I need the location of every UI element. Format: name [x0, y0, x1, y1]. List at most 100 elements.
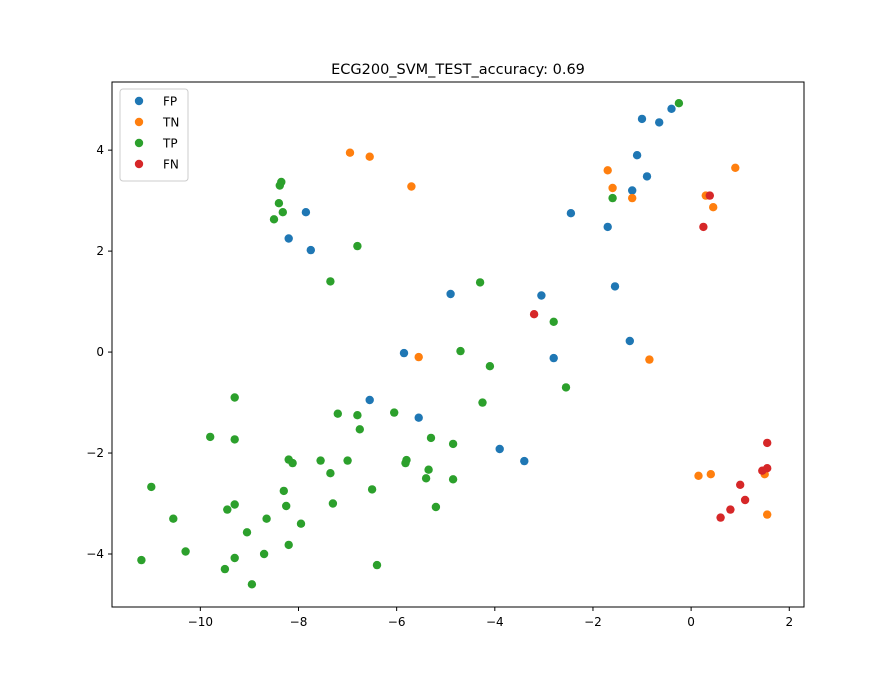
- data-point: [343, 456, 352, 465]
- data-point: [478, 398, 487, 407]
- data-point: [137, 555, 146, 565]
- data-point: [726, 505, 735, 514]
- x-tick-label: −6: [388, 615, 406, 629]
- data-point: [763, 510, 772, 519]
- data-point: [326, 277, 335, 286]
- data-point: [446, 289, 455, 299]
- plot-area-frame: [111, 81, 805, 608]
- series-fp: [284, 104, 676, 466]
- data-point: [549, 317, 558, 326]
- data-point: [485, 362, 495, 371]
- data-point: [549, 353, 558, 363]
- data-point: [230, 435, 239, 444]
- data-point: [326, 469, 335, 478]
- data-point: [230, 553, 239, 563]
- data-point: [282, 501, 291, 511]
- data-point: [306, 245, 315, 255]
- data-point: [279, 486, 288, 496]
- data-point: [448, 475, 458, 484]
- data-point: [456, 346, 465, 356]
- data-point: [367, 485, 377, 494]
- y-tick-label: 2: [96, 244, 104, 258]
- data-point: [275, 181, 284, 190]
- legend-marker: [134, 117, 144, 127]
- legend-label: FP: [163, 95, 177, 109]
- data-point: [537, 291, 546, 300]
- data-point: [262, 514, 271, 523]
- data-point: [426, 433, 436, 443]
- data-point: [628, 193, 637, 203]
- data-point: [736, 480, 745, 489]
- data-point: [353, 241, 362, 251]
- data-point: [296, 519, 306, 528]
- data-point: [628, 186, 637, 195]
- series-fn: [529, 191, 772, 522]
- data-point: [328, 499, 338, 508]
- data-point: [475, 278, 485, 287]
- data-point: [284, 540, 293, 550]
- data-point: [731, 163, 740, 172]
- data-point: [230, 393, 239, 402]
- data-point: [407, 182, 416, 191]
- data-point: [625, 336, 634, 346]
- data-point: [288, 458, 297, 468]
- data-point: [705, 191, 714, 200]
- x-tick-label: 2: [785, 615, 793, 629]
- data-point: [147, 482, 156, 492]
- data-point: [269, 215, 279, 224]
- data-point: [566, 209, 576, 218]
- data-point: [278, 208, 287, 217]
- data-point: [431, 502, 441, 512]
- series-tp: [137, 99, 684, 589]
- data-point: [495, 444, 504, 454]
- data-point: [716, 513, 725, 522]
- legend-marker: [134, 96, 144, 106]
- legend-box: [119, 88, 189, 182]
- data-point: [274, 199, 284, 208]
- y-axis: −4 −2 0 2 4: [86, 143, 112, 561]
- legend-label: FN: [163, 158, 179, 172]
- data-point: [424, 465, 433, 474]
- data-point: [763, 438, 772, 448]
- data-point: [390, 408, 399, 417]
- y-tick-label: 4: [96, 143, 104, 157]
- data-point: [401, 458, 410, 468]
- data-point: [181, 547, 190, 556]
- data-point: [301, 208, 311, 217]
- legend-marker: [134, 138, 144, 148]
- data-points: [137, 99, 772, 589]
- data-point: [355, 425, 364, 434]
- data-point: [706, 470, 715, 479]
- x-axis: −10 −8 −6 −4 −2 0 2: [188, 607, 793, 629]
- data-point: [667, 104, 676, 114]
- data-point: [365, 152, 374, 161]
- y-tick-label: −4: [86, 547, 104, 561]
- data-point: [365, 395, 374, 405]
- legend: FP TN TP FN: [119, 88, 189, 182]
- legend-label: TN: [162, 116, 179, 130]
- data-point: [674, 99, 684, 108]
- x-tick-label: −4: [486, 615, 504, 629]
- x-tick-label: 0: [687, 615, 695, 629]
- data-point: [699, 222, 708, 232]
- data-point: [603, 222, 612, 232]
- data-point: [414, 413, 423, 422]
- y-tick-label: −2: [86, 446, 104, 460]
- data-point: [529, 310, 539, 319]
- data-point: [632, 151, 642, 160]
- data-point: [448, 439, 458, 449]
- data-point: [740, 495, 750, 505]
- data-point: [259, 549, 269, 559]
- data-point: [608, 183, 617, 193]
- data-point: [353, 411, 362, 420]
- data-point: [414, 352, 423, 362]
- data-point: [603, 166, 612, 175]
- data-point: [655, 118, 664, 127]
- data-point: [520, 456, 529, 466]
- data-point: [247, 580, 257, 589]
- legend-marker: [134, 159, 144, 169]
- data-point: [637, 114, 647, 124]
- data-point: [694, 471, 703, 480]
- data-point: [169, 514, 178, 523]
